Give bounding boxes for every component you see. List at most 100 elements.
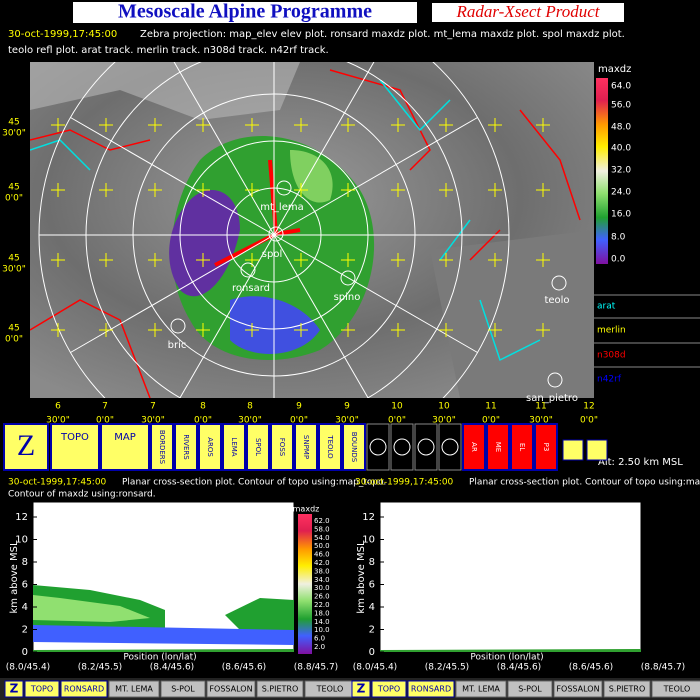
toolbar-button[interactable] [50, 423, 100, 471]
y-tick-label: 2 [22, 625, 28, 636]
station-label: spino [334, 292, 361, 303]
bar-button[interactable] [24, 680, 60, 698]
bar-button[interactable] [160, 680, 206, 698]
bar-button-label: RONSARD [64, 685, 104, 694]
colorbar-label: 18.0 [314, 609, 330, 617]
station-label: bric [168, 340, 187, 351]
bar-button-label: S.PIETRO [609, 685, 646, 694]
radial [70, 117, 275, 236]
colorbar [596, 78, 608, 264]
toolbar-button[interactable] [222, 423, 246, 471]
lat-label: 30'0" [2, 265, 26, 275]
bar-button[interactable] [553, 680, 603, 698]
toolbar-icon-button[interactable] [366, 423, 390, 471]
lat-label: 45 [8, 324, 19, 334]
y-tick-label: 6 [369, 580, 375, 591]
x-axis-label: Position (lon/lat) [470, 653, 543, 663]
colorbar-label: 40.0 [611, 144, 631, 154]
toolbar-button-label: TOPO [60, 432, 89, 443]
colorbar-label: 8.0 [611, 233, 626, 243]
bar-button[interactable] [371, 680, 407, 698]
toolbar-icon [441, 438, 459, 456]
radial [273, 234, 478, 353]
toolbar-button[interactable] [294, 423, 318, 471]
colorbar-label: 16.0 [611, 210, 631, 220]
y-tick-label: 12 [362, 512, 375, 523]
colorbar-label: 0.0 [611, 255, 626, 265]
x-tick-label: (8.4/45.6) [150, 663, 194, 673]
info-time: 30-oct-1999,17:45:00 [8, 29, 117, 40]
lon-label: 30'0" [46, 416, 70, 426]
zebra-button[interactable] [3, 423, 49, 471]
z-button[interactable] [4, 680, 24, 698]
bar-button[interactable] [507, 680, 553, 698]
bar-button-label: S.PIETRO [262, 685, 299, 694]
toolbar-icon-button[interactable] [438, 423, 462, 471]
bar-button[interactable] [603, 680, 651, 698]
toolbar-icon-button[interactable] [414, 423, 438, 471]
bar-button-label: TOPO [30, 685, 53, 694]
toolbar-button[interactable] [100, 423, 150, 471]
colorbar-label: 22.0 [314, 601, 330, 609]
toolbar-button-label: MAP [114, 432, 136, 443]
toolbar-button[interactable] [318, 423, 342, 471]
bar-button[interactable] [206, 680, 256, 698]
colorbar-label: 14.0 [314, 618, 330, 626]
station-label: teolo [544, 295, 569, 306]
info-line: teolo refl plot. arat track. merlin trac… [8, 45, 329, 56]
bar-button-label: TEOLO [316, 685, 344, 694]
bar-button[interactable] [455, 680, 507, 698]
bar-button-label: TEOLO [663, 685, 691, 694]
lon-label: 30'0" [141, 416, 165, 426]
product: Radar-Xsect Product [455, 2, 600, 21]
toolbar-button[interactable] [510, 423, 534, 471]
z-icon: Z [357, 682, 366, 696]
toolbar-icon-button[interactable] [562, 439, 584, 461]
colorbar-label: 2.0 [314, 643, 325, 651]
x-axis-label: Position (lon/lat) [123, 653, 196, 663]
bar-button[interactable] [651, 680, 700, 698]
title-box [73, 2, 417, 23]
toolbar-button[interactable] [246, 423, 270, 471]
panel-info: Planar cross-section plot. Contour of to… [122, 478, 386, 488]
lon-label: 11 [485, 402, 496, 412]
toolbar-button[interactable] [174, 423, 198, 471]
lon-label: 0'0" [482, 416, 500, 426]
echo [33, 595, 150, 622]
station-marker [547, 372, 563, 388]
toolbar-icon-button[interactable] [586, 439, 608, 461]
toolbar-button-label: RIVERS [182, 434, 190, 460]
bar-button[interactable] [108, 680, 160, 698]
x-tick-label: (8.4/45.6) [497, 663, 541, 673]
toolbar-button[interactable] [150, 423, 174, 471]
toolbar-button[interactable] [486, 423, 510, 471]
z-button[interactable] [351, 680, 371, 698]
x-tick-label: (8.0/45.4) [6, 663, 50, 673]
toolbar-button[interactable] [198, 423, 222, 471]
x-tick-label: (8.2/45.5) [78, 663, 122, 673]
track-legend: n42rf [597, 375, 622, 385]
toolbar-icon-button[interactable] [390, 423, 414, 471]
bar-button[interactable] [60, 680, 108, 698]
toolbar-button[interactable] [462, 423, 486, 471]
toolbar-button[interactable] [534, 423, 558, 471]
colorbar-label: 30.0 [314, 584, 330, 592]
zebra-icon: Z [17, 429, 35, 462]
toolbar-button[interactable] [270, 423, 294, 471]
lon-label: 30'0" [432, 416, 456, 426]
lat-label: 0'0" [5, 194, 23, 204]
toolbar-button[interactable] [342, 423, 366, 471]
colorbar-label: 46.0 [314, 551, 330, 559]
bar-button[interactable] [407, 680, 455, 698]
bar-button-label: S-POL [171, 685, 195, 694]
panel-time: 30-oct-1999,17:45:00 [355, 478, 454, 488]
colorbar-title: maxdz [598, 64, 631, 75]
lon-label: 9 [344, 402, 350, 412]
station-marker [170, 318, 186, 334]
lon-label: 0'0" [290, 416, 308, 426]
y-tick-label: 10 [362, 535, 375, 546]
lon-label: 12 [583, 402, 594, 412]
bar-button[interactable] [256, 680, 304, 698]
y-tick-label: 0 [22, 647, 28, 658]
